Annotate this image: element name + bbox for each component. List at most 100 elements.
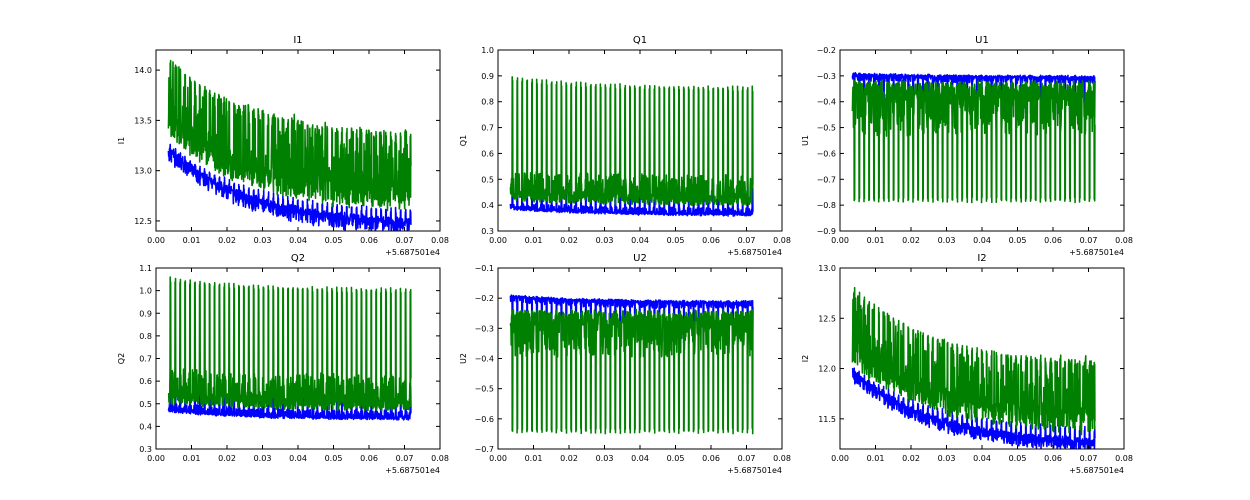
y-tick-label: 11.5: [818, 415, 836, 424]
x-tick-label: 0.00: [831, 236, 849, 245]
y-axis-label: U2: [459, 353, 468, 364]
plot-area: [851, 71, 1096, 204]
y-tick-label: 0.8: [139, 332, 152, 341]
x-tick-label: 0.02: [218, 454, 236, 463]
x-tick-label: 0.07: [396, 454, 414, 463]
x-tick-label: 0.04: [631, 454, 649, 463]
x-tick-label: 0.05: [1009, 454, 1027, 463]
x-tick-label: 0.01: [525, 236, 543, 245]
y-tick-label: −0.5: [475, 385, 494, 394]
series-line-green: [851, 79, 1096, 204]
x-tick-label: 0.00: [147, 236, 165, 245]
x-tick-label: 0.08: [1115, 454, 1133, 463]
y-axis-label: Q1: [459, 135, 468, 146]
x-tick-label: 0.01: [183, 454, 201, 463]
y-tick-label: −0.8: [817, 201, 836, 210]
y-tick-label: −0.5: [817, 124, 836, 133]
y-tick-label: 0.9: [481, 72, 494, 81]
y-tick-label: 0.7: [139, 355, 152, 364]
y-tick-label: 13.0: [818, 264, 836, 273]
y-tick-label: 0.6: [481, 149, 494, 158]
x-tick-label: 0.00: [147, 454, 165, 463]
plot-area: [509, 76, 754, 217]
series-line-blue: [509, 176, 754, 217]
x-tick-label: 0.08: [773, 236, 791, 245]
y-axis-label: U1: [801, 135, 810, 146]
y-tick-label: 12.5: [134, 217, 152, 226]
x-tick-label: 0.03: [596, 454, 614, 463]
x-tick-label: 0.03: [938, 454, 956, 463]
y-tick-label: 1.1: [139, 264, 152, 273]
y-tick-label: 12.5: [818, 314, 836, 323]
x-tick-label: 0.06: [1044, 236, 1062, 245]
chart-title: Q1: [633, 35, 647, 46]
y-tick-label: −0.7: [817, 175, 836, 184]
x-tick-label: 0.06: [702, 454, 720, 463]
subplot-u2: 0.00 0.01 0.02 0.03 0.04 0.05 0.06 0.07 0.08 −0.7…: [459, 253, 791, 475]
chart-title: U1: [975, 35, 989, 46]
y-tick-label: 0.5: [481, 175, 494, 184]
y-tick-label: −0.9: [817, 227, 836, 236]
y-tick-label: −0.4: [817, 98, 836, 107]
x-tick-label: 0.02: [560, 236, 578, 245]
subplot-q1: 0.00 0.01 0.02 0.03 0.04 0.05 0.06 0.07 0.08 0.3 0…: [459, 35, 791, 257]
y-tick-label: 0.9: [139, 309, 152, 318]
x-tick-label: 0.01: [867, 236, 885, 245]
y-tick-label: 0.7: [481, 124, 494, 133]
y-axis-label: I1: [117, 137, 126, 144]
series-line-green: [509, 76, 754, 207]
y-tick-label: −0.4: [475, 355, 494, 364]
x-tick-label: 0.04: [973, 454, 991, 463]
x-tick-label: 0.01: [525, 454, 543, 463]
series-line-green: [167, 59, 412, 212]
subplot-u1: 0.00 0.01 0.02 0.03 0.04 0.05 0.06 0.07 0.08 −0.9…: [801, 35, 1133, 257]
x-tick-label: 0.04: [289, 454, 307, 463]
series-line-green: [851, 286, 1096, 436]
x-tick-label: 0.04: [631, 236, 649, 245]
x-offset-label: +5.687501e4: [385, 466, 440, 475]
plot-area: [509, 294, 754, 435]
x-tick-label: 0.04: [973, 236, 991, 245]
x-tick-label: 0.01: [183, 236, 201, 245]
y-axis-label: Q2: [117, 353, 126, 364]
x-offset-label: +5.687501e4: [727, 248, 782, 257]
x-tick-label: 0.03: [938, 236, 956, 245]
y-tick-label: −0.3: [475, 324, 494, 333]
x-tick-label: 0.08: [431, 454, 449, 463]
series-line-blue: [509, 294, 754, 344]
y-tick-label: 1.0: [481, 46, 494, 55]
y-tick-label: 13.5: [134, 116, 152, 125]
x-offset-label: +5.687501e4: [727, 466, 782, 475]
x-tick-label: 0.08: [773, 454, 791, 463]
y-tick-label: 0.4: [481, 201, 494, 210]
x-tick-label: 0.03: [596, 236, 614, 245]
x-tick-label: 0.00: [489, 454, 507, 463]
x-tick-label: 0.05: [667, 454, 685, 463]
chart-title: I2: [977, 253, 986, 264]
x-tick-label: 0.06: [360, 454, 378, 463]
x-tick-label: 0.07: [1080, 236, 1098, 245]
x-tick-label: 0.02: [902, 236, 920, 245]
subplot-i2: 0.00 0.01 0.02 0.03 0.04 0.05 0.06 0.07 0.08 11.5…: [801, 253, 1133, 475]
x-tick-label: 0.05: [1009, 236, 1027, 245]
y-tick-label: 12.0: [818, 365, 836, 374]
y-tick-label: −0.7: [475, 445, 494, 454]
x-tick-label: 0.03: [254, 454, 272, 463]
x-tick-label: 0.01: [867, 454, 885, 463]
y-tick-label: 0.8: [481, 98, 494, 107]
x-tick-label: 0.07: [738, 454, 756, 463]
series-line-green: [509, 308, 754, 435]
y-tick-label: −0.6: [475, 415, 494, 424]
y-tick-label: 1.0: [139, 287, 152, 296]
x-tick-label: 0.00: [489, 236, 507, 245]
x-tick-label: 0.08: [431, 236, 449, 245]
series-line-blue: [851, 71, 1096, 119]
x-tick-label: 0.05: [325, 236, 343, 245]
plot-area: [167, 276, 412, 421]
x-tick-label: 0.06: [360, 236, 378, 245]
subplot-i1: 0.00 0.01 0.02 0.03 0.04 0.05 0.06 0.07 0.08 12.5…: [117, 35, 449, 257]
y-tick-label: −0.2: [817, 46, 836, 55]
x-tick-label: 0.08: [1115, 236, 1133, 245]
x-offset-label: +5.687501e4: [1069, 248, 1124, 257]
